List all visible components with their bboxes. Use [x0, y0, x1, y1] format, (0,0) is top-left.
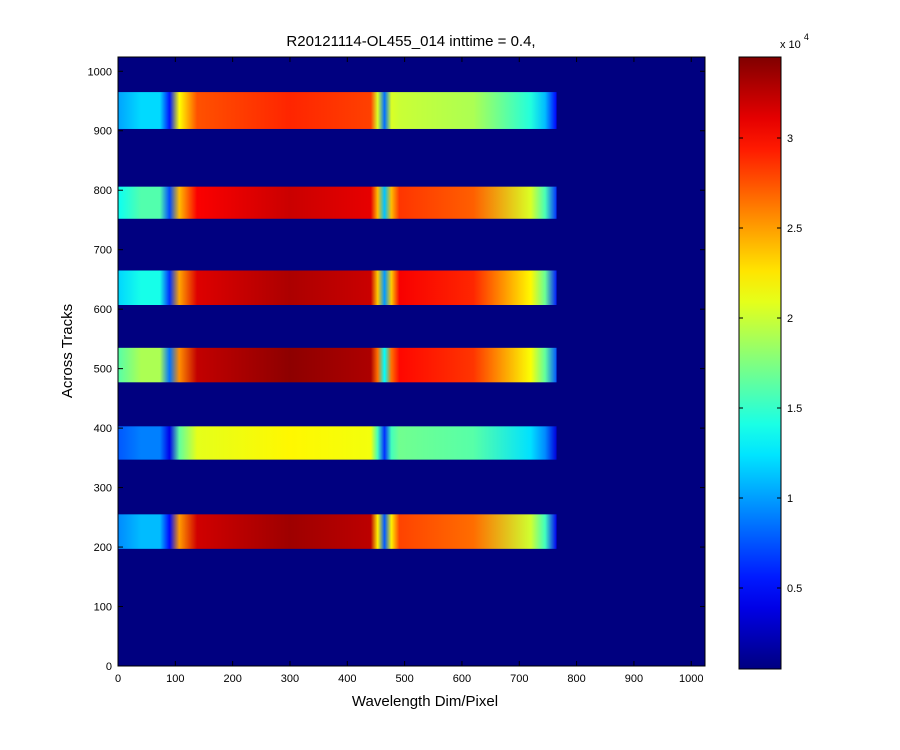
- y-tick-label: 300: [94, 483, 112, 495]
- colorbar-tick-label: 1.5: [787, 403, 802, 415]
- y-tick-label: 600: [94, 304, 112, 316]
- x-tick-label: 500: [395, 673, 413, 685]
- x-tick-label: 0: [115, 673, 121, 685]
- x-tick-label: 300: [281, 673, 299, 685]
- y-tick-label: 1000: [88, 66, 112, 78]
- x-axis: 0 100 200 300 400 500 600 700 800 900 1000: [115, 57, 703, 685]
- colorbar-exponent-base: x 10: [780, 39, 801, 51]
- colorbar-tick-label: 2: [787, 313, 793, 325]
- heatmap-band-3: [118, 347, 557, 383]
- colorbar-frame: [738, 56, 782, 670]
- colorbar-exponent-power: 4: [804, 32, 809, 42]
- heatmap-bands: [118, 92, 557, 549]
- y-tick-label: 100: [94, 602, 112, 614]
- heatmap-band-4: [118, 270, 557, 306]
- colorbar-exponent: x 10 4: [780, 32, 809, 51]
- x-tick-label: 900: [625, 673, 643, 685]
- y-tick-label: 200: [94, 542, 112, 554]
- x-tick-label: 100: [166, 673, 184, 685]
- heatmap-plot: [117, 56, 706, 667]
- x-tick-label: 200: [223, 673, 241, 685]
- heatmap-band-1: [118, 514, 557, 549]
- y-tick-label: 900: [94, 126, 112, 138]
- plot-frame: [117, 56, 706, 667]
- y-axis-label: Across Tracks: [59, 304, 76, 398]
- y-tick-label: 800: [94, 185, 112, 197]
- colorbar-gradient: [739, 57, 781, 669]
- colorbar-tick-label: 1: [787, 493, 793, 505]
- heatmap-band-2: [118, 426, 557, 460]
- y-tick-label: 0: [106, 661, 112, 673]
- x-tick-label: 600: [453, 673, 471, 685]
- heatmap-band-5: [118, 186, 557, 219]
- x-axis-label: Wavelength Dim/Pixel: [352, 693, 498, 710]
- colorbar: 0.5 1 1.5 2 2.5 3 x 10 4: [738, 32, 809, 670]
- y-tick-label: 500: [94, 364, 112, 376]
- x-tick-label: 700: [510, 673, 528, 685]
- colorbar-tick-label: 0.5: [787, 583, 802, 595]
- y-tick-label: 400: [94, 423, 112, 435]
- x-tick-label: 1000: [679, 673, 703, 685]
- x-tick-label: 800: [567, 673, 585, 685]
- y-axis: 0 100 200 300 400 500 600 700 800 900 1000: [88, 66, 705, 673]
- y-tick-label: 700: [94, 245, 112, 257]
- heatmap-band-6: [118, 92, 557, 129]
- colorbar-tick-label: 2.5: [787, 223, 802, 235]
- x-tick-label: 400: [338, 673, 356, 685]
- colorbar-ticks: 0.5 1 1.5 2 2.5 3: [739, 133, 802, 595]
- colorbar-tick-label: 3: [787, 133, 793, 145]
- chart-title: R20121114-OL455_014 inttime = 0.4,: [286, 33, 535, 50]
